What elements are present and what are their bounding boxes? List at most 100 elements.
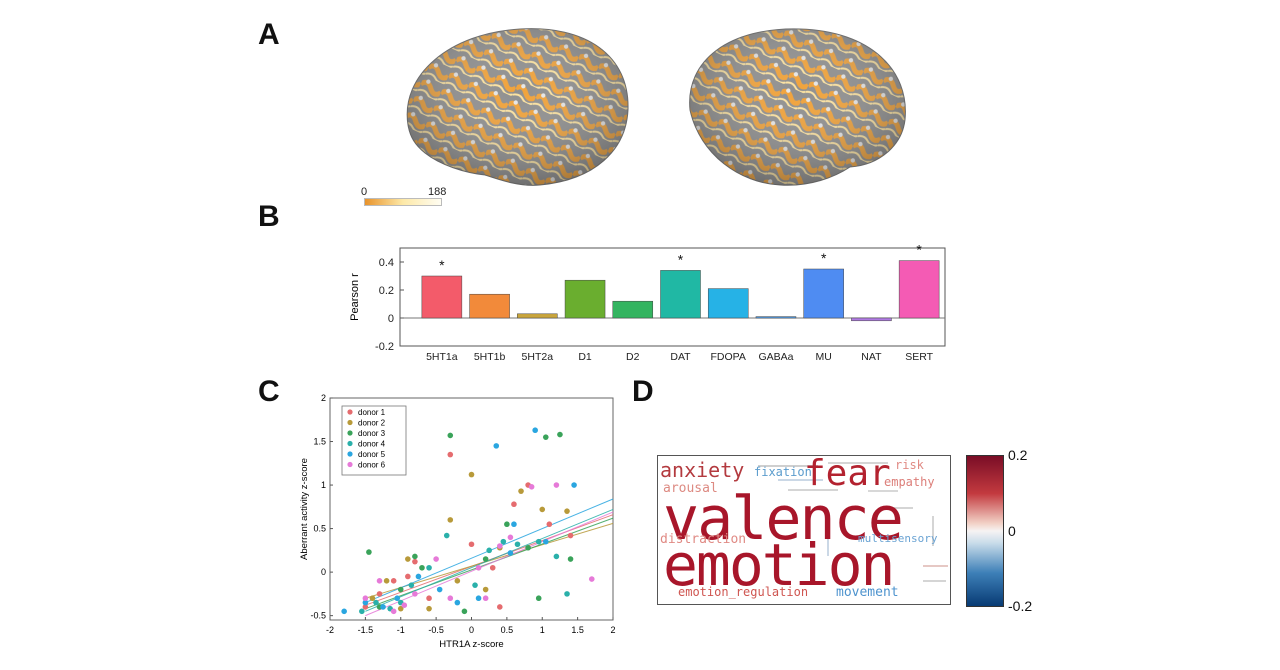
word-movement: movement	[836, 585, 899, 600]
data-point	[454, 578, 461, 584]
data-point	[542, 434, 549, 440]
y-tick-label: 1.5	[313, 437, 326, 447]
significance-marker: *	[439, 257, 445, 273]
data-point	[571, 482, 577, 488]
data-point	[472, 582, 478, 588]
data-point	[567, 556, 574, 562]
bar-5HT1b	[469, 293, 510, 319]
data-point	[535, 595, 542, 602]
data-point	[482, 586, 489, 593]
word-risk: risk	[895, 458, 924, 472]
y-tick-label: 1	[321, 480, 326, 490]
x-tick-label: D1	[578, 351, 592, 363]
data-point	[447, 517, 454, 523]
legend-entry: donor 3	[358, 429, 386, 438]
legend-marker	[347, 419, 353, 426]
y-axis-label: Aberrant activity z-score	[299, 458, 310, 560]
legend-entry: donor 4	[358, 440, 386, 449]
legend-marker	[347, 461, 353, 468]
data-point	[497, 543, 503, 549]
panel-label-a: A	[258, 18, 280, 51]
data-point	[362, 595, 369, 602]
data-point	[553, 553, 560, 560]
data-point	[475, 564, 482, 571]
data-point	[482, 595, 489, 602]
data-point	[497, 604, 503, 610]
word-cloud-colorbar	[966, 455, 1004, 607]
y-tick-label: 0	[321, 567, 326, 577]
y-tick-label: 0	[388, 313, 394, 325]
brain-surface-figure	[406, 28, 906, 186]
data-point	[535, 538, 542, 545]
data-point	[397, 586, 404, 593]
data-point	[390, 608, 397, 615]
fit-line	[365, 511, 614, 617]
x-tick-label: GABAa	[758, 351, 793, 363]
bar-GABAa	[755, 316, 797, 319]
x-tick-label: 0	[469, 625, 474, 635]
x-tick-label: MU	[816, 351, 832, 363]
x-tick-label: -1.5	[358, 625, 374, 635]
data-point	[447, 595, 454, 602]
data-point	[500, 538, 507, 545]
word-multisensory: multisensory	[858, 532, 938, 545]
legend-box	[341, 405, 407, 476]
word-fear: fear	[804, 455, 891, 494]
x-tick-label: -1	[397, 625, 405, 635]
data-point	[376, 578, 383, 584]
data-point	[567, 532, 574, 539]
data-point	[369, 595, 376, 602]
x-tick-label: -2	[326, 625, 334, 635]
data-point	[433, 556, 439, 562]
panel-label-d: D	[632, 375, 654, 408]
x-tick-label: 1.5	[571, 625, 584, 635]
legend-marker	[347, 430, 353, 436]
data-point	[588, 576, 595, 582]
y-tick-label: 0.2	[379, 285, 394, 297]
data-point	[408, 582, 415, 588]
scale-min-label: 0	[361, 186, 368, 198]
data-point	[426, 605, 432, 612]
data-point	[564, 508, 570, 514]
data-point	[489, 564, 496, 571]
data-point	[507, 550, 514, 556]
left-hemisphere	[406, 28, 629, 186]
data-point	[397, 605, 404, 612]
data-point	[362, 599, 369, 606]
data-point	[486, 547, 492, 554]
word-valence: valence	[663, 484, 904, 554]
data-point	[443, 532, 450, 539]
bar-FDOPA	[707, 288, 749, 319]
bar-SERT	[898, 260, 940, 319]
legend-marker	[347, 440, 353, 447]
bar-DAT	[660, 270, 701, 319]
x-tick-label: FDOPA	[711, 351, 746, 363]
x-tick-label: NAT	[861, 351, 882, 363]
data-point	[461, 608, 468, 615]
data-point	[426, 564, 432, 571]
bar-MU	[803, 268, 844, 319]
data-point	[401, 602, 408, 608]
data-point	[373, 599, 379, 606]
data-point	[511, 501, 517, 508]
colorbar-min-label: -0.2	[1008, 598, 1033, 614]
x-tick-label: D2	[626, 351, 640, 363]
data-point	[405, 556, 411, 562]
right-hemisphere	[689, 28, 906, 186]
legend-entry: donor 5	[358, 450, 386, 459]
x-tick-label: 2	[610, 625, 615, 635]
htr1a-scatter-plot: -2 -1.5 -1 -0.5 0 0.5 1 1.5 2 2 1.5 1 0.5 0 -0.5 HTR1A …	[299, 393, 616, 650]
word-anxiety: anxiety	[660, 458, 745, 482]
data-point	[507, 534, 514, 541]
data-point	[426, 595, 432, 602]
colorbar-mid-label: 0	[1008, 523, 1016, 539]
data-point	[514, 541, 521, 548]
data-point	[546, 521, 553, 528]
word-empathy: empathy	[884, 475, 935, 489]
y-tick-label: -0.5	[310, 611, 326, 621]
data-point	[412, 553, 418, 560]
word-fixation: fixation	[754, 465, 812, 479]
data-point	[394, 595, 401, 602]
legend-entry: donor 6	[358, 461, 386, 470]
data-point	[493, 443, 500, 449]
